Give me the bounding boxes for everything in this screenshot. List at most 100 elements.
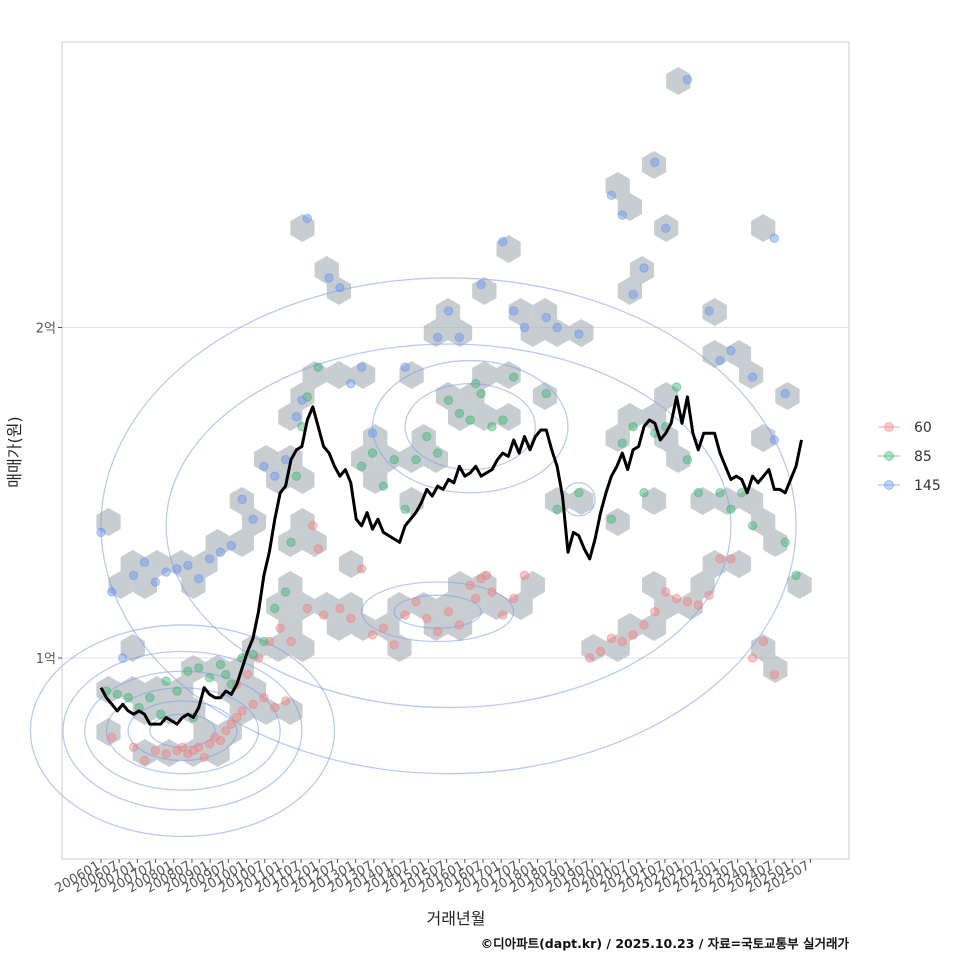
scatter-point xyxy=(726,504,736,514)
density-contour xyxy=(84,670,281,791)
scatter-point xyxy=(215,547,226,557)
scatter-point xyxy=(498,415,508,425)
scatter-point xyxy=(791,570,801,581)
scatter-point xyxy=(769,669,780,680)
hex-bin xyxy=(484,592,509,620)
density-contour xyxy=(371,359,569,494)
scatter-point xyxy=(487,421,497,432)
scatter-point xyxy=(302,213,313,224)
scatter-point xyxy=(476,279,486,290)
hex-bin xyxy=(411,424,436,452)
hex-bin xyxy=(144,550,170,578)
scatter-point xyxy=(123,692,133,703)
legend-key-point xyxy=(884,480,894,490)
hex-bin xyxy=(375,445,400,473)
scatter-point xyxy=(498,236,508,247)
hex-bin xyxy=(472,361,497,389)
hex-bin xyxy=(229,529,254,557)
hex-bin xyxy=(338,592,364,620)
scatter-point xyxy=(389,455,399,465)
hex-bin xyxy=(751,508,776,536)
scatter-point xyxy=(639,488,649,498)
hex-bin xyxy=(702,298,727,326)
scatter-point xyxy=(400,610,410,620)
legend-label: 145 xyxy=(914,478,941,494)
scatter-point xyxy=(454,332,465,343)
hex-bin xyxy=(278,403,303,431)
scatter-point xyxy=(639,263,649,273)
hex-bin xyxy=(666,67,691,95)
scatter-point xyxy=(128,742,139,752)
scatter-point xyxy=(275,623,285,633)
density-contour xyxy=(149,713,216,748)
scatter-point xyxy=(183,749,193,759)
scatter-point xyxy=(400,362,410,372)
scatter-point xyxy=(715,488,725,498)
scatter-point xyxy=(606,633,617,643)
caption: ©디아파트(dapt.kr) / 2025.10.23 / 자료=국토교통부 실… xyxy=(481,936,850,951)
density-contour xyxy=(360,581,515,643)
scatter-point xyxy=(194,573,204,584)
scatter-point xyxy=(280,696,291,706)
hex-bin xyxy=(642,613,667,641)
hex-bin xyxy=(775,382,800,410)
scatter-point xyxy=(248,699,258,709)
legend-label: 85 xyxy=(914,449,932,465)
hex-bin xyxy=(508,592,533,620)
scatter-point xyxy=(617,636,627,647)
scatter-point xyxy=(161,567,171,577)
hex-bin xyxy=(739,361,764,389)
hex-bin xyxy=(763,655,788,683)
scatter-point xyxy=(242,669,253,680)
density-contour xyxy=(100,277,797,775)
hex-bin xyxy=(423,613,448,641)
scatter-point xyxy=(747,521,758,531)
hex-bin xyxy=(666,445,691,473)
y-tick-label: 2억 xyxy=(36,322,56,337)
scatter-point xyxy=(671,593,682,604)
legend-key-point xyxy=(884,451,894,461)
scatter-point xyxy=(297,395,307,405)
scatter-point xyxy=(498,610,508,620)
legend: 60 85 145 xyxy=(878,420,941,494)
hex-bin xyxy=(229,487,254,515)
scatter-point xyxy=(378,623,389,633)
hex-bin xyxy=(96,718,121,746)
scatter-point xyxy=(280,587,291,597)
scatter-point xyxy=(313,544,323,554)
scatter-point xyxy=(313,362,323,372)
scatter-point xyxy=(308,521,318,531)
hex-bin xyxy=(629,256,655,284)
scatter-point xyxy=(758,636,769,647)
density-contour xyxy=(404,383,537,471)
scatter-point xyxy=(139,755,150,766)
hex-bin xyxy=(181,655,206,683)
scatter-point xyxy=(183,666,193,676)
scatter-point xyxy=(286,636,296,647)
scatter-point xyxy=(541,388,551,399)
scatter-point xyxy=(204,739,215,749)
scatter-point xyxy=(432,626,443,637)
scatter-point xyxy=(389,640,399,650)
scatter-point xyxy=(628,289,638,300)
hex-bin xyxy=(472,403,497,431)
scatter-point xyxy=(481,570,492,581)
scatter-point xyxy=(476,573,486,584)
scatter-point xyxy=(682,74,693,85)
hex-bin xyxy=(351,613,376,641)
scatter-point xyxy=(726,345,736,356)
hex-bin xyxy=(399,361,424,389)
hex-bin xyxy=(690,487,715,515)
scatter-point xyxy=(704,306,714,316)
scatter-point xyxy=(161,676,171,686)
scatter-point xyxy=(661,587,671,597)
scatter-point xyxy=(422,613,432,624)
scatter-point xyxy=(172,564,182,574)
scatter-point xyxy=(422,431,432,442)
hex-bin xyxy=(363,466,388,494)
scatter-point xyxy=(769,435,780,445)
hex-bin xyxy=(751,214,776,242)
scatter-point xyxy=(780,388,790,399)
scatter-point xyxy=(367,428,378,438)
